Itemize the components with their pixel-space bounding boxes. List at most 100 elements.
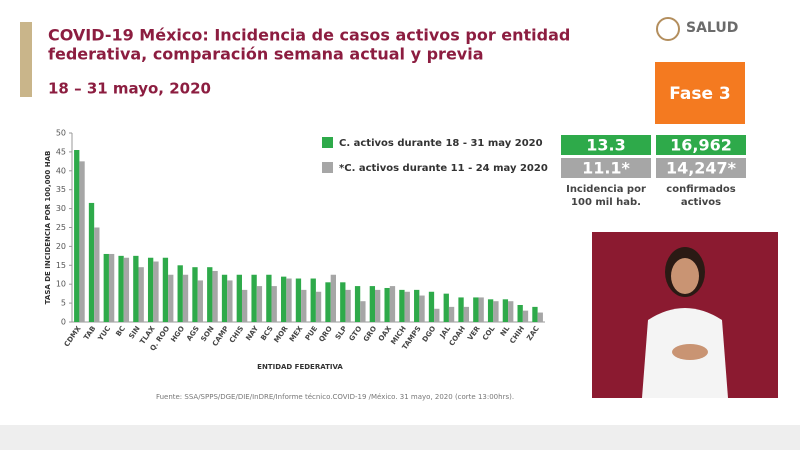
phase-label: Fase 3: [669, 84, 730, 104]
bar: [207, 267, 213, 322]
legend-label: C. activos durante 18 - 31 may 2020: [339, 138, 543, 149]
date: 18 – 31 mayo, 2020: [48, 80, 211, 98]
legend-label: *C. activos durante 11 - 24 may 2020: [339, 163, 548, 174]
bar: [532, 306, 538, 322]
y-tick-label: 25: [56, 223, 66, 232]
bar: [419, 295, 425, 322]
bar: [266, 274, 272, 322]
bar: [192, 267, 198, 322]
stat-box: [656, 158, 746, 178]
bar: [295, 278, 302, 322]
y-tick-label: 50: [56, 129, 66, 138]
bar: [473, 297, 479, 322]
bar: [448, 306, 455, 322]
bar: [88, 202, 95, 322]
stat-value: 13.3: [586, 136, 625, 155]
bar: [522, 310, 529, 322]
y-tick-label: 45: [56, 147, 66, 156]
bottom-bar: [0, 425, 800, 450]
bar: [281, 276, 287, 322]
bar: [182, 274, 189, 322]
logo-text: SALUD: [686, 20, 738, 36]
bar: [502, 299, 509, 322]
title: federativa, comparación semana actual y …: [48, 45, 484, 64]
stat-label: Incidencia por: [566, 184, 646, 195]
bar: [404, 291, 410, 322]
bar: [389, 286, 396, 322]
bar: [241, 289, 248, 322]
bar: [369, 286, 376, 322]
bar: [517, 304, 523, 322]
bar: [123, 257, 130, 322]
bar: [399, 289, 405, 322]
bar: [414, 289, 420, 322]
bar: [360, 301, 366, 322]
bar: [487, 299, 494, 322]
phase-box: [655, 62, 745, 124]
bar: [94, 227, 100, 322]
stat-value: 14,247*: [666, 159, 737, 178]
y-tick-label: 30: [56, 204, 66, 213]
bar: [301, 289, 307, 322]
stat-value: 16,962: [670, 136, 732, 155]
y-axis-label: TASA DE INCIDENCIA POR 100,000 HAB: [44, 151, 52, 305]
accent-bar: [20, 22, 32, 97]
source: Fuente: SSA/SPPS/DGE/DIE/InDRE/Informe t…: [156, 393, 514, 401]
stat-label: activos: [681, 197, 721, 208]
interpreter-hands: [672, 344, 708, 360]
legend-swatch: [322, 137, 333, 148]
bar: [118, 255, 124, 322]
y-tick-label: 0: [61, 318, 66, 327]
bar: [428, 291, 435, 322]
bar: [330, 274, 336, 322]
logo-emblem: [656, 17, 680, 41]
bar: [108, 253, 115, 322]
stat-value: 11.1*: [582, 159, 630, 178]
stat-box: [561, 135, 651, 155]
bar: [286, 278, 292, 322]
bar: [133, 255, 139, 322]
title: COVID-19 México: Incidencia de casos act…: [48, 26, 570, 45]
bar: [463, 306, 470, 322]
bar: [310, 278, 316, 322]
bar: [345, 289, 351, 322]
bar: [168, 274, 174, 322]
bar: [478, 297, 484, 322]
bar: [493, 301, 499, 322]
y-tick-label: 10: [56, 280, 66, 289]
bar: [384, 287, 390, 322]
bar: [508, 301, 514, 322]
bar: [153, 261, 159, 322]
bar: [443, 293, 449, 322]
bar: [271, 286, 277, 322]
bar: [340, 282, 346, 322]
x-axis-label: ENTIDAD FEDERATIVA: [257, 363, 343, 371]
y-tick-label: 15: [56, 261, 66, 270]
bar: [227, 280, 233, 322]
bar: [177, 265, 183, 322]
bar: [138, 267, 144, 322]
bar: [236, 274, 242, 322]
interpreter-face: [671, 258, 699, 294]
bar: [537, 312, 543, 322]
interpreter-video: [592, 232, 778, 398]
bar: [221, 274, 228, 322]
y-tick-label: 5: [61, 299, 66, 308]
bar: [74, 150, 80, 322]
bar: [197, 280, 203, 322]
stat-box: [656, 135, 746, 155]
stat-label: confirmados: [666, 184, 735, 195]
bar: [251, 274, 257, 322]
y-tick-label: 20: [56, 242, 66, 251]
legend-swatch: [322, 162, 333, 173]
bar: [256, 286, 263, 322]
stat-box: [561, 158, 651, 178]
bar: [147, 257, 154, 322]
bar: [315, 291, 322, 322]
y-tick-label: 35: [56, 185, 66, 194]
bar: [162, 257, 169, 322]
bar: [103, 253, 109, 322]
bar: [79, 161, 85, 322]
y-tick-label: 40: [56, 166, 66, 175]
